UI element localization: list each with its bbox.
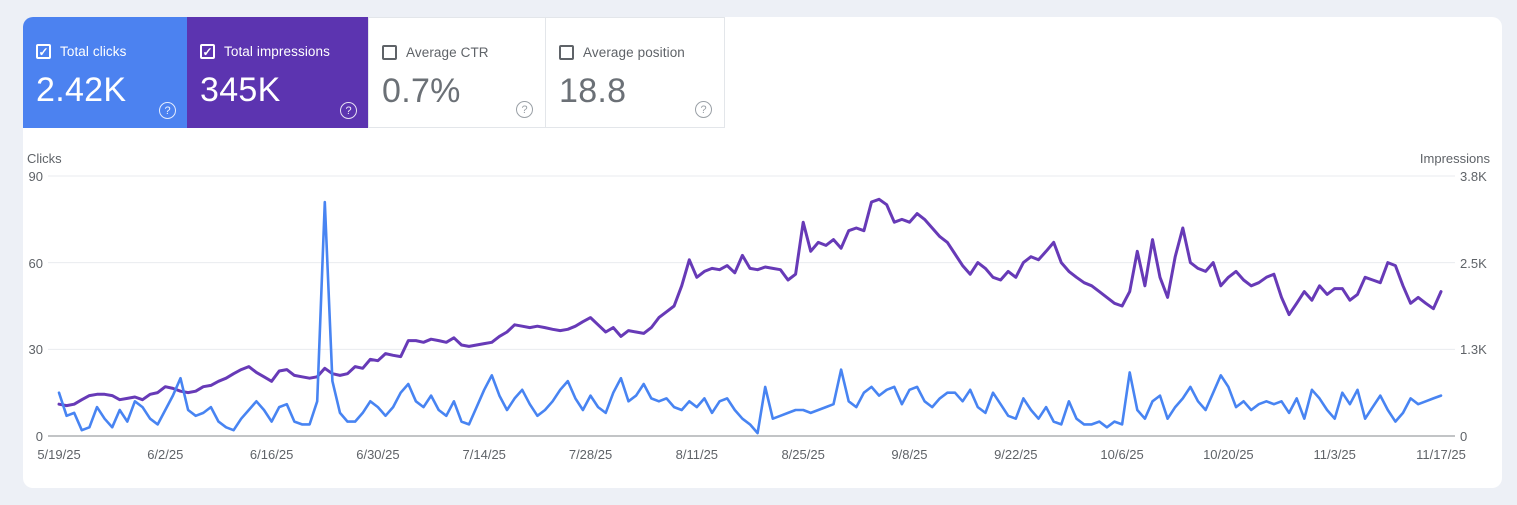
date-label: 7/14/25	[462, 447, 506, 462]
metric-card-average-position[interactable]: Average position 18.8 ?	[545, 17, 725, 128]
total-clicks-checkbox[interactable]: ✓	[36, 44, 51, 59]
date-label: 9/22/25	[994, 447, 1038, 462]
date-label: 7/28/25	[568, 447, 613, 462]
impressions-line	[57, 197, 1443, 408]
date-label: 6/16/25	[249, 447, 294, 462]
axis-tick-label: 90	[28, 169, 43, 184]
axis-tick-label: 60	[28, 255, 43, 271]
metric-value: 2.42K	[36, 71, 127, 109]
metric-card-average-ctr[interactable]: Average CTR 0.7% ?	[368, 17, 546, 128]
metric-label: Average CTR	[406, 45, 489, 60]
metric-card-total-clicks[interactable]: ✓ Total clicks 2.42K ?	[23, 17, 188, 128]
date-label: 10/6/25	[1100, 447, 1144, 462]
date-label: 6/30/25	[356, 447, 400, 462]
date-label: 8/11/25	[675, 447, 719, 462]
help-icon[interactable]: ?	[340, 102, 357, 119]
clicks-line	[57, 200, 1443, 435]
axis-tick-label: 2.5K	[1460, 255, 1487, 271]
axis-tick-label: 3.8K	[1460, 169, 1487, 184]
date-label: 6/2/25	[147, 447, 184, 462]
help-icon[interactable]: ?	[159, 102, 176, 119]
metric-header: Average CTR	[382, 45, 489, 60]
metric-value: 18.8	[559, 72, 627, 110]
axis-tick-label: 0	[1460, 429, 1468, 444]
date-label: 9/8/25	[891, 447, 928, 462]
average-ctr-checkbox[interactable]	[382, 45, 397, 60]
metric-card-total-impressions[interactable]: ✓ Total impressions 345K ?	[187, 17, 369, 128]
help-icon[interactable]: ?	[695, 101, 712, 118]
metric-header: Average position	[559, 45, 685, 60]
date-label: 11/3/25	[1313, 447, 1356, 462]
performance-card: Clicks Impressions 90 60 30 0 3.8K 2.5K 1.3K 0…	[23, 17, 1502, 488]
metrics-row: ✓ Total clicks 2.42K ? ✓ Total impressio…	[23, 17, 725, 128]
total-impressions-checkbox[interactable]: ✓	[200, 44, 215, 59]
metric-label: Total clicks	[60, 44, 127, 59]
date-label: 10/20/25	[1203, 447, 1254, 462]
right-axis-title: Impressions	[1419, 151, 1490, 166]
metric-label: Total impressions	[224, 44, 330, 59]
axis-tick-label: 1.3K	[1460, 342, 1487, 358]
chart-canvas[interactable]	[23, 17, 1502, 488]
date-label: 5/19/25	[37, 447, 81, 462]
metric-value: 0.7%	[382, 72, 461, 110]
date-label: 11/17/25	[1416, 447, 1466, 462]
axis-tick-label: 0	[35, 429, 43, 444]
axis-tick-label: 30	[28, 342, 43, 358]
help-icon[interactable]: ?	[516, 101, 533, 118]
metric-label: Average position	[583, 45, 685, 60]
performance-chart: Clicks Impressions 90 60 30 0 3.8K 2.5K 1.3K 0…	[23, 17, 1502, 488]
metric-header: ✓ Total clicks	[36, 44, 126, 59]
metric-value: 345K	[200, 71, 281, 109]
average-position-checkbox[interactable]	[559, 45, 574, 60]
left-axis-title: Clicks	[27, 151, 62, 166]
date-label: 8/25/25	[781, 447, 825, 462]
metric-header: ✓ Total impressions	[200, 44, 330, 59]
